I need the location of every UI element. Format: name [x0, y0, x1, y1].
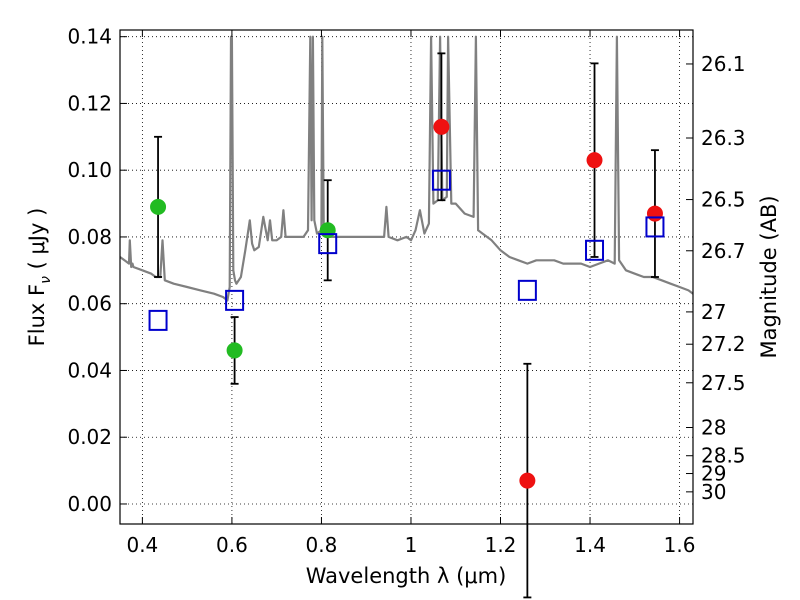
y-tick-label: 0.02: [67, 425, 112, 449]
spectrum-layer: [120, 35, 693, 302]
mag-tick-label: 27: [701, 300, 726, 324]
model-flux-square: [225, 289, 245, 311]
model-flux-square: [318, 233, 338, 255]
right-axis-label: Magnitude (AB): [757, 195, 781, 358]
model-flux-square: [517, 279, 537, 301]
model-flux-square: [585, 239, 605, 261]
mag-tick-label: 26.7: [701, 239, 746, 263]
model-spectrum-line: [120, 35, 693, 302]
observed-flux-point: [226, 342, 243, 359]
mag-tick-label: 26.1: [701, 52, 746, 76]
model-flux-square: [148, 309, 168, 331]
data-markers: [148, 118, 665, 489]
model-flux-square: [431, 169, 451, 191]
mag-tick-label: 28.5: [701, 444, 746, 468]
axis-tick-labels: 0.4 0.6 0.8 1 1.2 1.4 1.6 0.00 0.02 0.04 0.06 0.08 0…: [67, 25, 745, 557]
mag-tick-label: 27.2: [701, 332, 746, 356]
mag-tick-label: 27.5: [701, 371, 746, 395]
mag-tick-label: 29: [701, 462, 726, 486]
x-tick-label: 1: [405, 533, 418, 557]
observed-flux-point: [319, 222, 336, 239]
x-tick-label: 0.4: [126, 533, 158, 557]
axis-ticks: [120, 30, 693, 524]
x-tick-label: 0.6: [216, 533, 248, 557]
x-tick-label: 1.2: [485, 533, 517, 557]
observed-flux-point: [150, 198, 167, 215]
x-tick-label: 1.4: [574, 533, 606, 557]
y-axis-label-unit: ( μJy ): [25, 208, 49, 276]
model-flux-square: [645, 216, 665, 238]
plot-frame: [119, 29, 694, 525]
mag-tick-label: 26.5: [701, 188, 746, 212]
y-tick-label: 0.10: [67, 158, 112, 182]
y-axis-label-main: Flux F: [25, 284, 49, 346]
mag-tick-label: 30: [701, 480, 726, 504]
x-tick-label: 0.8: [306, 533, 338, 557]
observed-flux-point: [646, 205, 663, 222]
x-axis-label: Wavelength λ (μm): [306, 564, 507, 588]
y-tick-label: 0.08: [67, 225, 112, 249]
y-tick-label: 0.14: [67, 25, 112, 49]
y-axis-label: Flux Fν ( μJy ): [25, 208, 54, 347]
x-tick-label: 1.6: [664, 533, 696, 557]
observed-flux-point: [519, 472, 536, 489]
y-tick-label: 0.04: [67, 358, 112, 382]
y-tick-label: 0.00: [67, 492, 112, 516]
mag-tick-label: 26.3: [701, 126, 746, 150]
observed-flux-point: [433, 118, 450, 135]
y-axis-label-subscript: ν: [38, 276, 54, 284]
mag-tick-label: 28: [701, 416, 726, 440]
grid-lines: [120, 30, 693, 524]
observed-flux-point: [586, 152, 603, 169]
y-tick-label: 0.06: [67, 292, 112, 316]
y-tick-label: 0.12: [67, 91, 112, 115]
